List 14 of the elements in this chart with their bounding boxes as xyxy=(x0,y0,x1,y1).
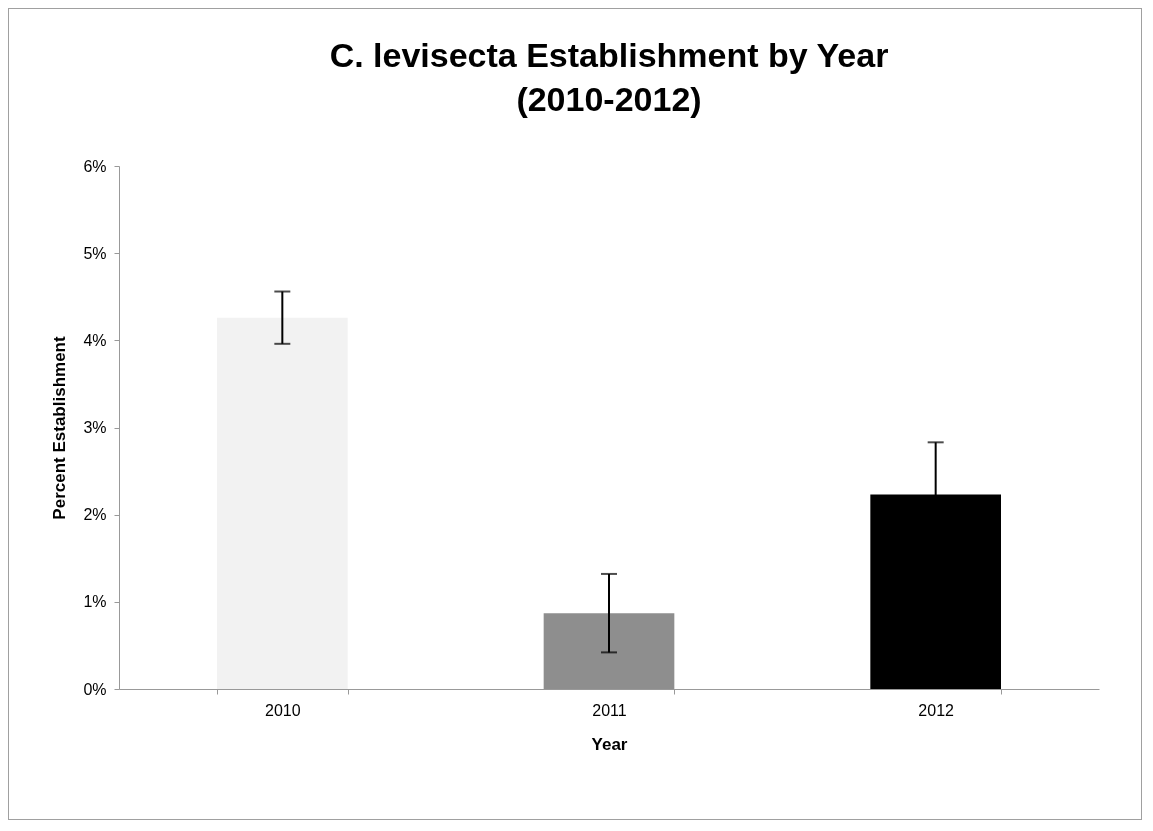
y-tick-label: 0% xyxy=(83,680,107,698)
y-tick-label: 1% xyxy=(83,593,107,611)
x-axis-title: Year xyxy=(591,734,628,754)
x-tick-label: 2011 xyxy=(592,701,627,719)
y-tick-label: 5% xyxy=(83,244,107,262)
bar xyxy=(217,317,348,689)
x-tick-label: 2010 xyxy=(265,701,301,719)
y-axis-title: Percent Establishment xyxy=(50,336,70,520)
y-tick-label: 3% xyxy=(83,419,107,436)
y-tick-label: 4% xyxy=(83,331,107,349)
x-tick-label: 2012 xyxy=(918,701,955,719)
chart-title: C. levisecta Establishment by Year (2010-2012) xyxy=(329,36,889,118)
y-tick-label: 2% xyxy=(83,506,107,524)
y-tick-label: 6% xyxy=(83,157,107,175)
